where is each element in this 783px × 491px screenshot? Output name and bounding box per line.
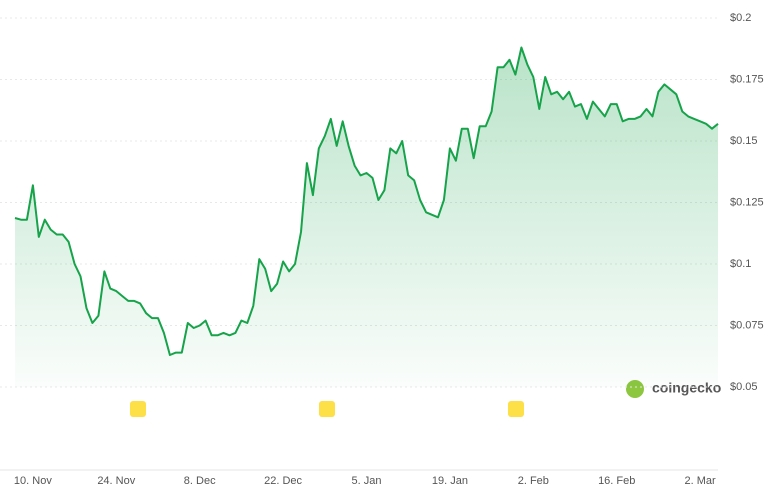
y-tick-label: $0.075 — [730, 319, 764, 331]
x-tick-label: 22. Dec — [264, 475, 302, 487]
y-tick-label: $0.15 — [730, 135, 758, 147]
area — [15, 47, 718, 387]
y-tick-label: $0.175 — [730, 73, 764, 85]
event-marker — [130, 401, 146, 417]
x-tick-label: 8. Dec — [184, 475, 216, 487]
event-marker — [319, 401, 335, 417]
x-tick-label: 24. Nov — [97, 475, 135, 487]
y-tick-label: $0.1 — [730, 258, 751, 270]
x-tick-label: 19. Jan — [432, 475, 468, 487]
line — [14, 46, 719, 356]
event-markers — [130, 401, 524, 417]
x-tick-label: 5. Jan — [352, 475, 382, 487]
x-tick-label: 2. Feb — [518, 475, 549, 487]
y-tick-label: $0.05 — [730, 381, 758, 393]
x-tick-label: 16. Feb — [598, 475, 635, 487]
y-tick-label: $0.125 — [730, 196, 764, 208]
x-tick-label: 2. Mar — [685, 475, 717, 487]
x-tick-label: 10. Nov — [14, 475, 52, 487]
event-marker — [508, 401, 524, 417]
y-tick-label: $0.2 — [730, 12, 751, 24]
